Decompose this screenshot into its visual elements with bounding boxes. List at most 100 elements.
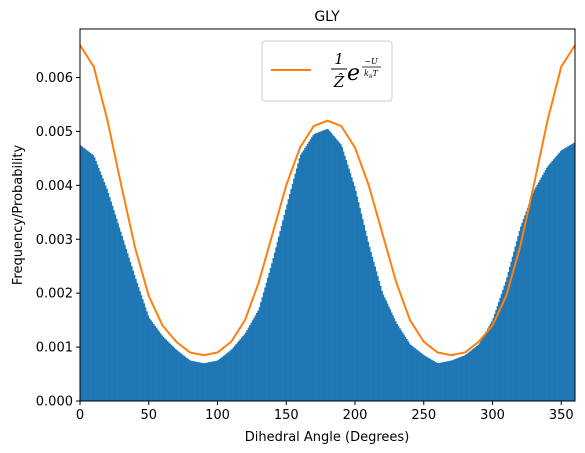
histogram-bar bbox=[532, 192, 535, 401]
histogram-bar bbox=[220, 357, 222, 401]
histogram-bar bbox=[82, 147, 85, 401]
y-tick-label: 0.006 bbox=[36, 71, 73, 86]
histogram-bar bbox=[273, 252, 276, 401]
histogram-bar bbox=[476, 346, 478, 401]
histogram-bar bbox=[106, 188, 108, 401]
histogram-bar bbox=[172, 346, 174, 401]
histogram-bar bbox=[280, 225, 283, 401]
histogram-bar bbox=[103, 181, 106, 401]
histogram-bar bbox=[313, 133, 316, 402]
histogram-bar bbox=[91, 154, 93, 401]
histogram-bar bbox=[315, 133, 317, 401]
histogram-bar bbox=[551, 160, 554, 401]
histogram-bar bbox=[258, 306, 261, 401]
histogram-bar bbox=[287, 199, 290, 401]
histogram-bar bbox=[245, 332, 247, 401]
histogram-bar bbox=[375, 271, 378, 401]
histogram-bar bbox=[317, 132, 320, 402]
histogram-bar bbox=[451, 360, 453, 401]
histogram-bar bbox=[257, 310, 260, 401]
histogram-bar bbox=[360, 213, 363, 401]
histogram-bar bbox=[337, 140, 339, 401]
histogram-bar bbox=[306, 143, 309, 401]
histogram-bar bbox=[397, 326, 400, 401]
histogram-bar bbox=[170, 345, 173, 401]
histogram-bar bbox=[430, 359, 433, 401]
histogram-bar bbox=[399, 328, 401, 401]
histogram-bar bbox=[432, 360, 434, 401]
histogram-bar bbox=[173, 347, 176, 401]
histogram-bar bbox=[238, 340, 240, 401]
histogram-bar bbox=[201, 362, 203, 401]
histogram-bar bbox=[536, 184, 539, 401]
histogram-bar bbox=[363, 224, 365, 401]
histogram-bar bbox=[129, 261, 132, 401]
histogram-bar bbox=[207, 362, 210, 401]
histogram-bar bbox=[327, 129, 330, 402]
histogram-bar bbox=[452, 359, 455, 401]
histogram-bar bbox=[433, 361, 436, 401]
histogram-bar bbox=[330, 132, 332, 401]
histogram-bar bbox=[342, 151, 345, 401]
legend-exp-k: k bbox=[364, 69, 369, 78]
histogram-bar bbox=[396, 323, 398, 401]
histogram-bar bbox=[364, 230, 367, 401]
histogram-bar bbox=[467, 352, 470, 401]
histogram-bar bbox=[507, 272, 510, 401]
histogram-bar bbox=[477, 344, 480, 401]
histogram-bar bbox=[166, 341, 169, 401]
histogram-bar bbox=[470, 350, 473, 401]
histogram-bar bbox=[118, 227, 121, 401]
histogram-bar bbox=[316, 132, 319, 401]
histogram-bar bbox=[561, 149, 563, 401]
x-tick-label: 350 bbox=[549, 408, 574, 423]
histogram-bar bbox=[474, 347, 477, 401]
histogram-bar bbox=[326, 129, 328, 401]
histogram-bar bbox=[569, 145, 572, 401]
histogram-bar bbox=[121, 236, 123, 401]
histogram-bar bbox=[231, 348, 233, 401]
histogram-bar bbox=[499, 297, 502, 401]
histogram-bar bbox=[565, 147, 568, 401]
legend-exp-numerator: −U bbox=[364, 57, 378, 66]
histogram-bar bbox=[359, 207, 361, 401]
histogram-bar bbox=[227, 352, 229, 401]
histogram-bar bbox=[462, 355, 464, 401]
histogram-bar bbox=[445, 361, 448, 401]
histogram-bar bbox=[353, 185, 356, 401]
histogram-bar bbox=[137, 287, 140, 401]
histogram-bar bbox=[335, 139, 338, 401]
histogram-bar bbox=[126, 253, 129, 401]
histogram-bar bbox=[559, 151, 562, 401]
histogram-bar bbox=[243, 334, 246, 401]
histogram-bar bbox=[368, 247, 371, 401]
histogram-bar bbox=[202, 363, 205, 401]
histogram-bar bbox=[229, 350, 232, 401]
histogram-bar bbox=[264, 287, 266, 401]
plot-frame bbox=[79, 28, 576, 402]
histogram-bar bbox=[113, 210, 115, 401]
histogram-bar bbox=[203, 363, 206, 401]
legend-exp-subscript: B bbox=[368, 74, 373, 80]
histogram-bar bbox=[246, 329, 249, 401]
histogram-bar bbox=[393, 318, 396, 401]
histogram-bar bbox=[110, 201, 112, 401]
histogram-bar bbox=[478, 343, 481, 401]
histogram-bar bbox=[502, 289, 504, 401]
histogram-bar bbox=[242, 336, 244, 401]
histogram-bar bbox=[386, 303, 389, 401]
histogram-bar bbox=[174, 349, 177, 401]
histogram-bar bbox=[168, 342, 170, 401]
histogram-bar bbox=[147, 315, 150, 401]
histogram-bar bbox=[378, 281, 381, 401]
histogram-bar bbox=[410, 344, 412, 401]
histogram-bar bbox=[421, 353, 423, 401]
histogram-bar bbox=[185, 357, 188, 401]
histogram-bar bbox=[554, 157, 557, 401]
histogram-bar bbox=[163, 338, 166, 401]
histogram-bar bbox=[455, 358, 458, 401]
histogram-bar bbox=[367, 241, 370, 401]
histogram-bar bbox=[389, 309, 392, 401]
histogram-bar bbox=[272, 258, 275, 401]
histogram-bar bbox=[89, 153, 92, 401]
